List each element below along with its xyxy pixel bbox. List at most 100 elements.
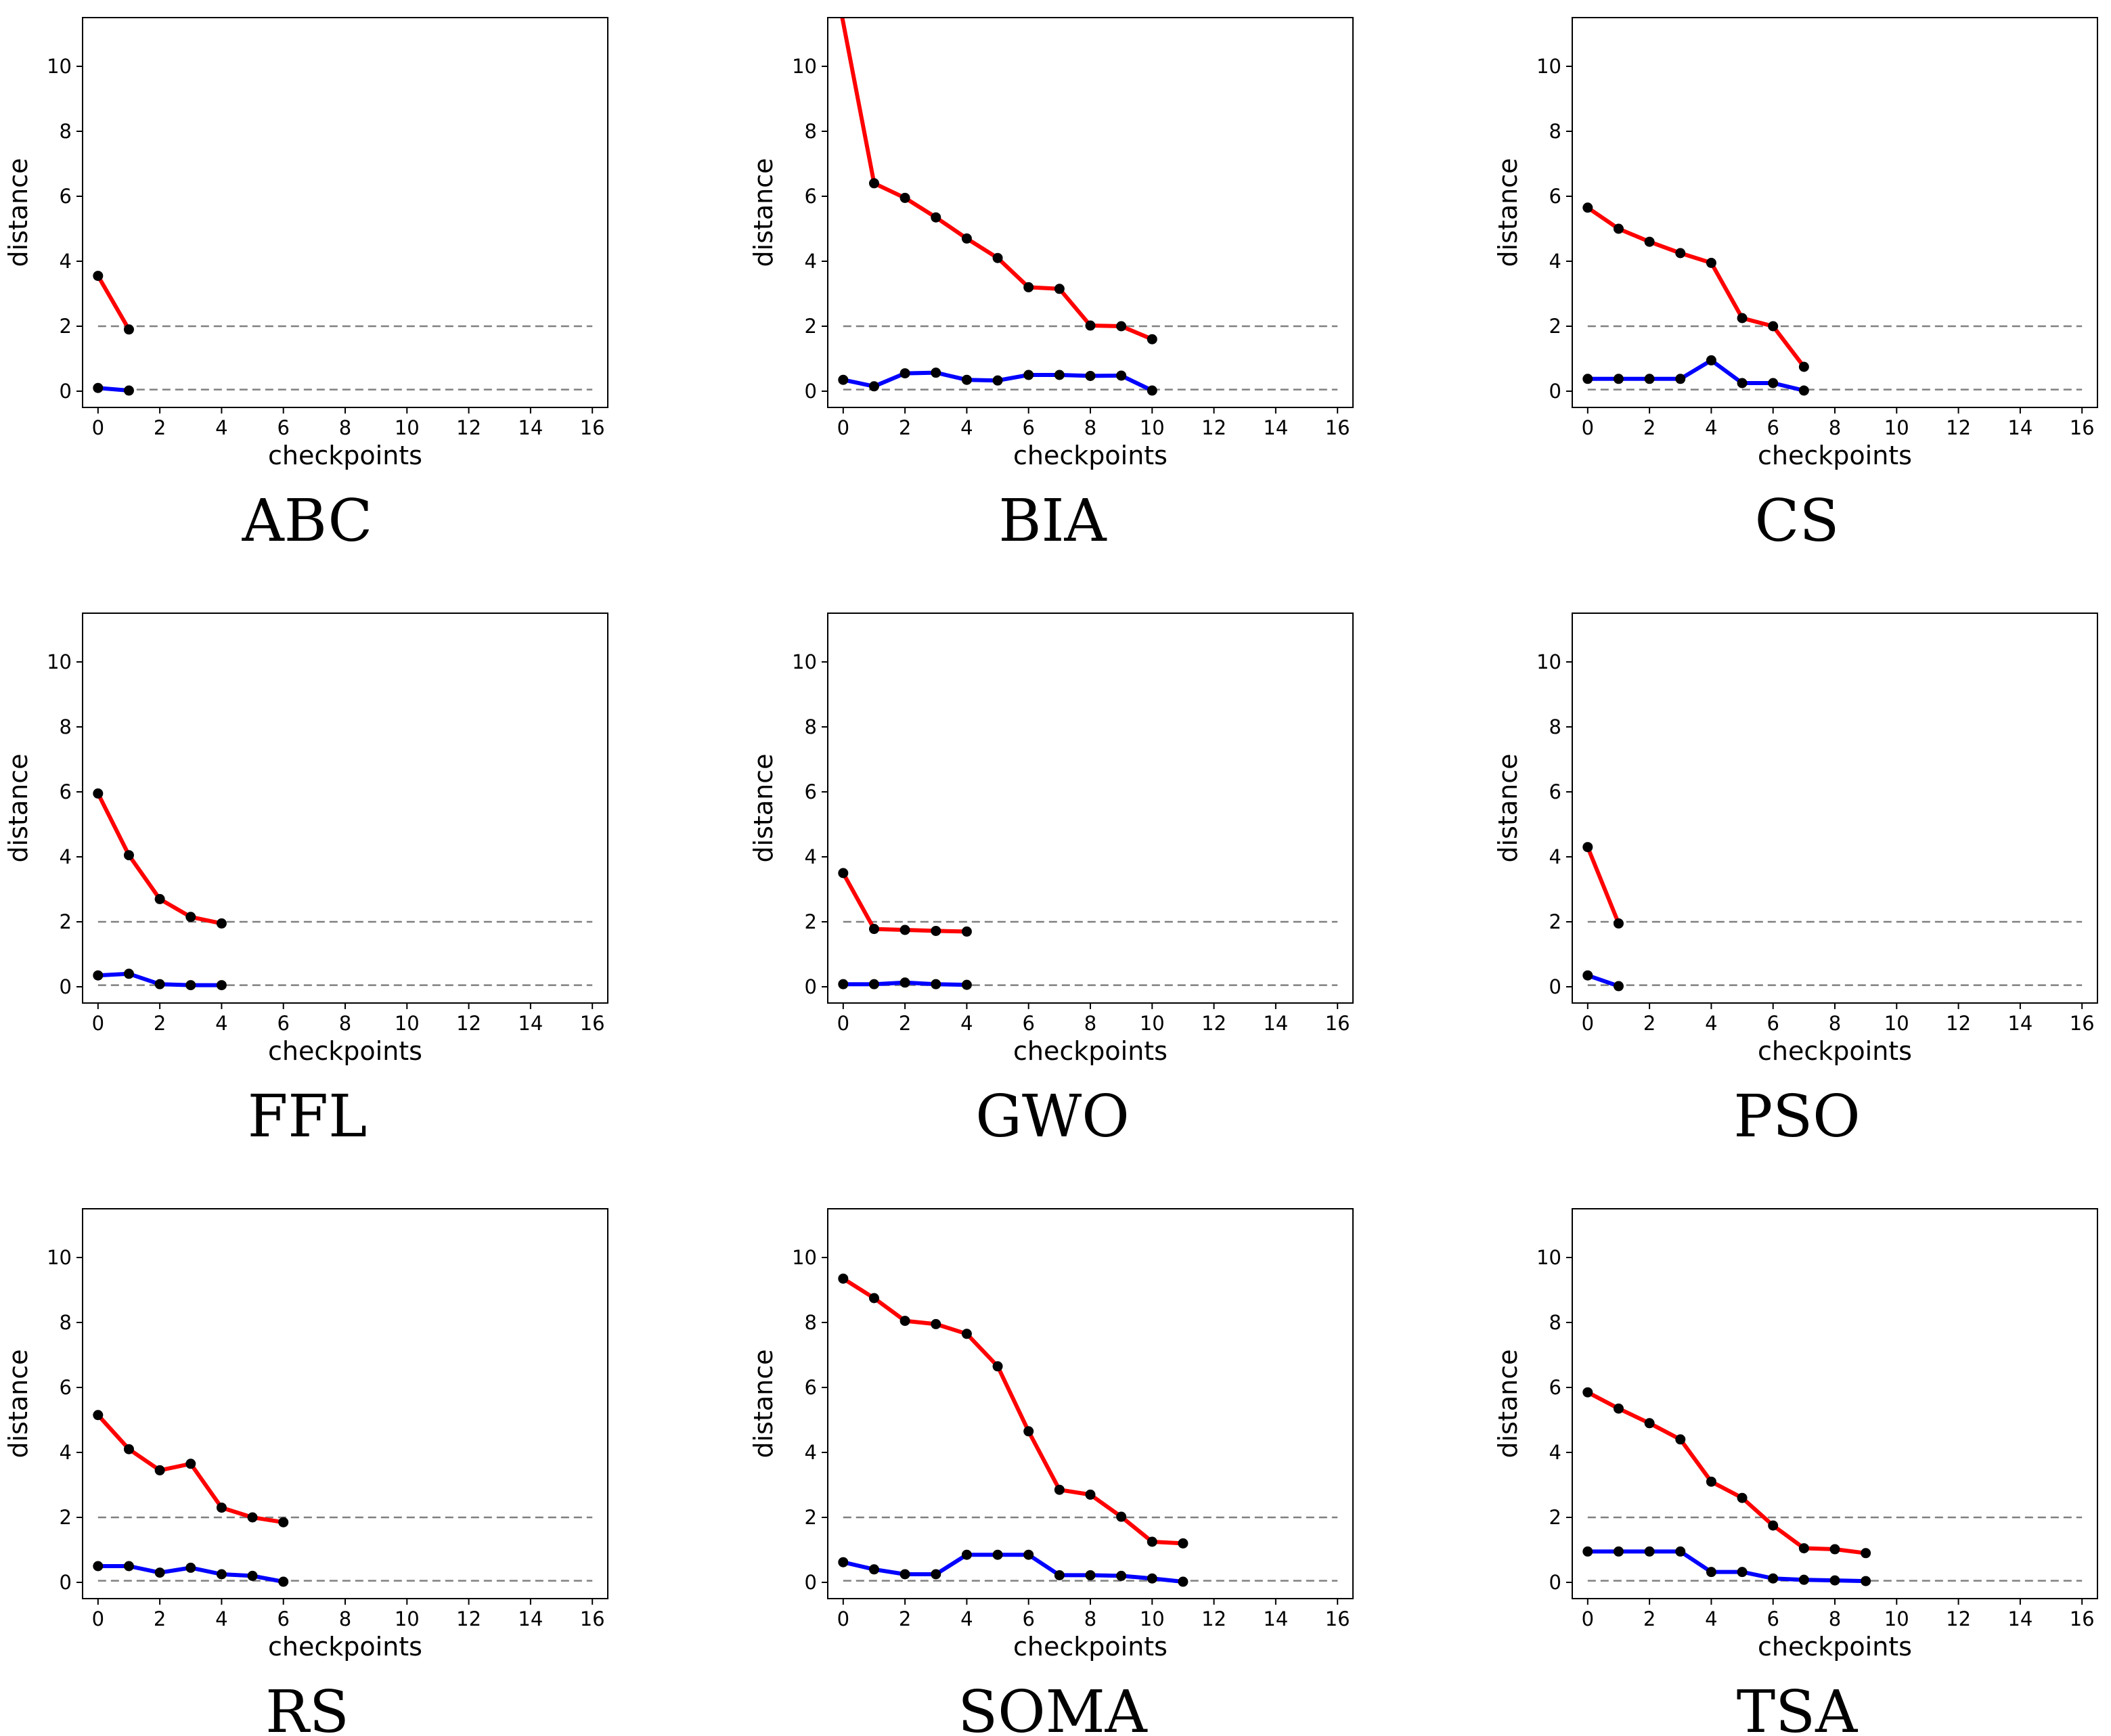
chart-ffl-x-tick-label: 8 [339, 1012, 351, 1035]
chart-tsa-ylabel: distance [1493, 1349, 1523, 1458]
chart-ffl-y-tick-label: 0 [60, 975, 72, 998]
chart-bia-lower-point [1147, 385, 1157, 396]
chart-soma-x-tick-label: 6 [1022, 1607, 1034, 1630]
chart-cs-y-tick-label: 4 [1549, 250, 1561, 273]
chart-ffl-upper-point [123, 850, 134, 861]
chart-cs-lower-point [1798, 385, 1809, 396]
chart-soma-lower-point [931, 1569, 941, 1580]
chart-soma-upper-point [931, 1318, 941, 1329]
chart-soma-lower-point [868, 1564, 879, 1575]
chart-rs-title: RS [265, 1678, 349, 1736]
chart-bia-upper-point [992, 252, 1003, 263]
chart-gwo-x-tick-label: 4 [960, 1012, 973, 1035]
chart-soma-upper-line [841, 1276, 1185, 1546]
chart-abc-lower-line [95, 386, 131, 393]
chart-gwo-x-tick-label: 16 [1325, 1012, 1350, 1035]
chart-rs-lower-point [247, 1570, 258, 1581]
chart-gwo-lower-point [838, 979, 849, 989]
chart-bia-y-tick-label: 2 [805, 315, 817, 338]
chart-gwo-y-tick-label: 6 [805, 780, 817, 803]
chart-ffl-title: FFL [248, 1083, 367, 1151]
chart-bia-x-tick-label: 6 [1022, 416, 1034, 439]
chart-ffl-x-tick-label: 2 [154, 1012, 166, 1035]
chart-cs-y-tick-label: 8 [1549, 120, 1561, 143]
chart-rs-lower-point [154, 1567, 165, 1578]
chart-pso-y-tick-label: 2 [1549, 910, 1561, 933]
chart-gwo-lower-point [961, 979, 972, 990]
chart-gwo-x-tick-label: 8 [1084, 1012, 1096, 1035]
chart-bia-x-tick-label: 4 [960, 416, 973, 439]
chart-rs-x-tick-label: 2 [154, 1607, 166, 1630]
chart-tsa-lower-point [1798, 1574, 1809, 1585]
chart-rs-y-tick-label: 4 [60, 1441, 72, 1464]
chart-pso-xlabel: checkpoints [1758, 1036, 1912, 1066]
chart-soma-lower-point [838, 1557, 849, 1567]
chart-bia-lower-point [1054, 370, 1065, 380]
chart-rs-upper-point [216, 1503, 227, 1513]
chart-rs-x-tick-label: 14 [518, 1607, 543, 1630]
chart-gwo-y-tick-label: 10 [792, 650, 817, 673]
chart-ffl-lower-point [154, 979, 165, 989]
chart-bia-lower-point [931, 368, 941, 378]
chart-cs-upper-point [1644, 236, 1655, 247]
chart-tsa-axes-frame [1572, 1208, 2098, 1599]
chart-soma-lower-point [961, 1549, 972, 1560]
chart-abc-y-tick-label: 2 [60, 315, 72, 338]
chart-soma-y-tick-label: 2 [805, 1506, 817, 1529]
chart-rs-x-tick-label: 8 [339, 1607, 351, 1630]
chart-ffl-ylabel: distance [3, 753, 33, 862]
chart-gwo-upper-line [841, 871, 969, 934]
chart-cs-x-tick-label: 4 [1705, 416, 1717, 439]
chart-rs: 0 2 4 6 8 10 12 14 160246810checkpointsdistanceR… [3, 1208, 608, 1736]
chart-soma-x-tick-label: 4 [960, 1607, 973, 1630]
chart-bia-x-tick-label: 0 [837, 416, 849, 439]
chart-bia-upper-point [1116, 321, 1127, 332]
chart-tsa-y-tick-label: 4 [1549, 1441, 1561, 1464]
chart-rs-lower-point [123, 1561, 134, 1572]
chart-ffl-x-tick-label: 10 [395, 1012, 420, 1035]
chart-ffl-y-tick-label: 6 [60, 780, 72, 803]
chart-ffl-axes-frame [82, 613, 608, 1004]
chart-rs-y-tick-label: 6 [60, 1376, 72, 1399]
chart-rs-x-tick-label: 0 [92, 1607, 104, 1630]
chart-abc-x-tick-label: 6 [277, 416, 289, 439]
chart-ffl-x-tick-label: 6 [277, 1012, 289, 1035]
chart-ffl-upper-point [185, 912, 196, 922]
chart-pso-y-tick-label: 0 [1549, 975, 1561, 998]
chart-gwo-lower-point [868, 979, 879, 989]
chart-rs-upper-point [278, 1517, 289, 1528]
chart-tsa-y-tick-label: 0 [1549, 1571, 1561, 1594]
chart-abc-x-tick-label: 0 [92, 416, 104, 439]
chart-tsa-upper-point [1737, 1492, 1748, 1503]
chart-soma-upper-point [992, 1361, 1003, 1372]
chart-soma-x-tick-label: 12 [1201, 1607, 1226, 1630]
chart-rs-axes-frame [82, 1208, 608, 1599]
chart-ffl: 0 2 4 6 8 10 12 14 160246810checkpointsdistanceF… [3, 613, 608, 1151]
chart-gwo-y-tick-label: 0 [805, 975, 817, 998]
chart-tsa-lower-point [1861, 1576, 1871, 1586]
chart-pso-upper-point [1613, 918, 1624, 929]
chart-cs-y-tick-label: 0 [1549, 380, 1561, 403]
chart-soma-upper-point [1023, 1426, 1034, 1437]
chart-gwo-title: GWO [975, 1083, 1130, 1151]
chart-cs-xlabel: checkpoints [1758, 441, 1912, 470]
chart-tsa-upper-point [1706, 1476, 1716, 1487]
chart-pso-lower-point [1613, 981, 1624, 992]
chart-bia-lower-point [1085, 370, 1096, 381]
chart-pso-x-tick-label: 14 [2007, 1012, 2032, 1035]
chart-tsa-upper-point [1582, 1387, 1593, 1398]
chart-tsa-y-tick-label: 10 [1536, 1246, 1561, 1269]
chart-soma-x-tick-label: 2 [899, 1607, 911, 1630]
chart-tsa-upper-point [1644, 1418, 1655, 1429]
chart-soma-lower-point [1116, 1570, 1127, 1581]
chart-tsa-upper-point [1768, 1520, 1779, 1531]
chart-soma-upper-point [899, 1316, 910, 1327]
chart-abc-y-tick-label: 10 [47, 55, 72, 78]
chart-cs-x-tick-label: 14 [2007, 416, 2032, 439]
chart-tsa-lower-point [1737, 1567, 1748, 1578]
chart-abc-y-tick-label: 0 [60, 380, 72, 403]
chart-ffl-upper-point [93, 788, 104, 799]
chart-bia-y-tick-label: 8 [805, 120, 817, 143]
chart-soma-y-tick-label: 8 [805, 1311, 817, 1334]
chart-rs-upper-point [123, 1444, 134, 1454]
